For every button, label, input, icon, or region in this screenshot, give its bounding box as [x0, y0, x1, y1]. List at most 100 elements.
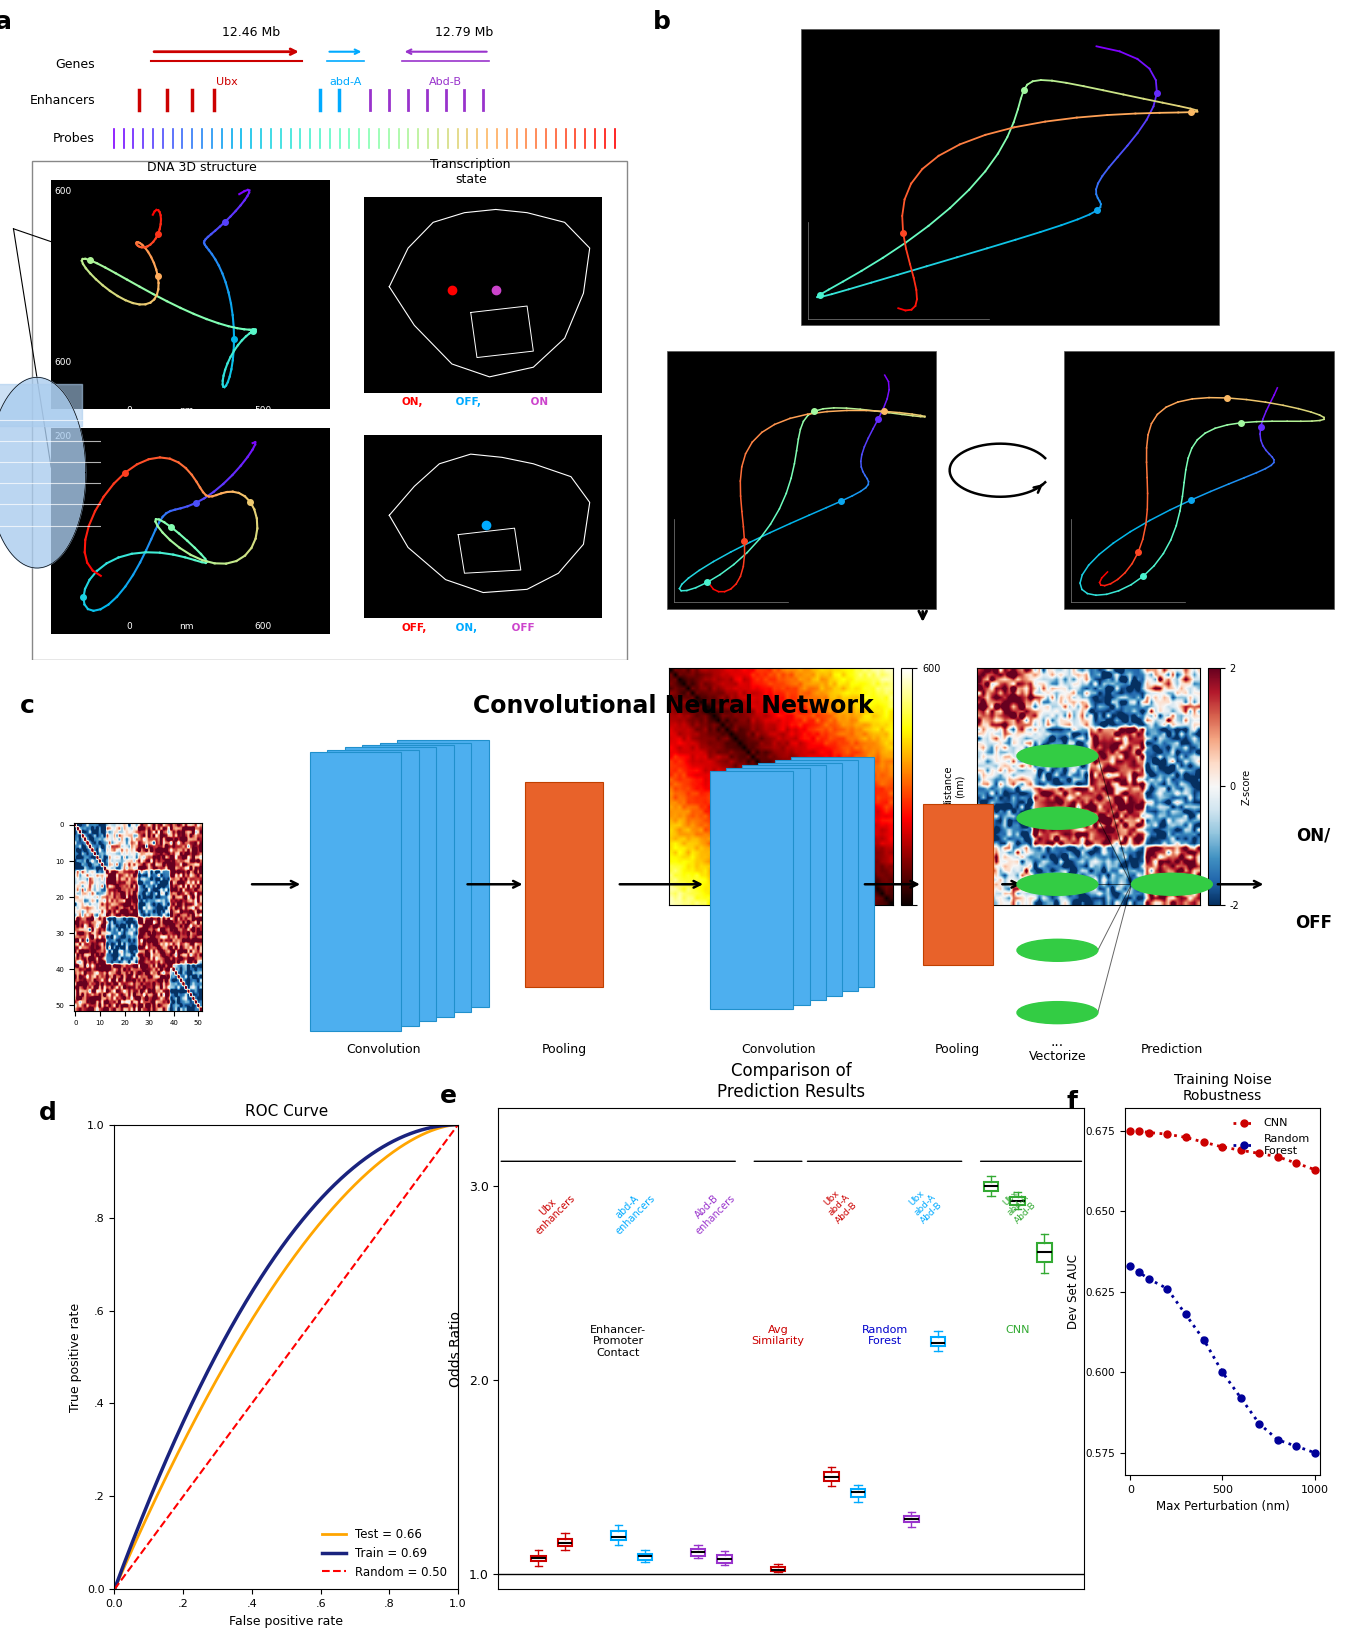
PathPatch shape	[983, 1182, 998, 1192]
Text: 600: 600	[54, 187, 71, 196]
PathPatch shape	[824, 1472, 839, 1480]
Bar	[397, 740, 489, 1007]
Train = 0.69	[311, 1192, 327, 1211]
Circle shape	[1017, 745, 1098, 768]
Test = 0.66	[272, 1267, 288, 1286]
Legend: CNN, Random
Forest: CNN, Random Forest	[1228, 1113, 1315, 1161]
Test = 0.66	[450, 1115, 466, 1134]
Train = 0.69	[388, 1130, 404, 1149]
Polygon shape	[389, 455, 590, 593]
CNN	[1307, 1161, 1323, 1180]
Text: 600: 600	[255, 623, 272, 631]
Polygon shape	[0, 378, 86, 567]
CNN	[1214, 1138, 1230, 1157]
Test = 0.66	[292, 1239, 308, 1258]
Text: d: d	[39, 1102, 57, 1125]
Y-axis label: Odds Ratio: Odds Ratio	[450, 1311, 463, 1387]
CNN	[1233, 1141, 1249, 1161]
Circle shape	[1131, 874, 1212, 895]
Text: Avg
Similarity: Avg Similarity	[752, 1325, 804, 1346]
PathPatch shape	[531, 1557, 546, 1562]
Text: Probes: Probes	[53, 132, 94, 145]
Title: Training Noise
Robustness: Training Noise Robustness	[1173, 1073, 1272, 1104]
CNN	[1177, 1128, 1193, 1148]
Text: 200: 200	[54, 432, 71, 440]
CNN	[1270, 1148, 1286, 1167]
Text: Vectorize: Vectorize	[1029, 1050, 1086, 1063]
Text: ...: ...	[1051, 1035, 1064, 1050]
Random
Forest	[1131, 1263, 1148, 1283]
Text: CNN: CNN	[1005, 1325, 1030, 1335]
PathPatch shape	[904, 1516, 919, 1522]
Test = 0.66	[388, 1139, 404, 1159]
CNN	[1288, 1154, 1304, 1174]
CNN	[1131, 1121, 1148, 1141]
Bar	[775, 760, 858, 991]
Train = 0.69	[106, 1579, 123, 1599]
Text: abd-A
enhancers: abd-A enhancers	[606, 1185, 657, 1237]
Text: Ubx
abd-A
Abd-B: Ubx abd-A Abd-B	[819, 1185, 859, 1226]
Text: 0: 0	[127, 623, 132, 631]
Random
Forest	[1196, 1330, 1212, 1350]
Y-axis label: Z-score: Z-score	[1242, 768, 1251, 805]
Text: a: a	[0, 10, 12, 34]
CNN	[1158, 1125, 1175, 1144]
Bar	[710, 771, 793, 1009]
Text: Genes: Genes	[55, 59, 94, 72]
Random
Forest	[1233, 1389, 1249, 1408]
Train = 0.69	[442, 1115, 458, 1134]
Text: DNA 3D structure: DNA 3D structure	[147, 161, 256, 174]
Bar	[327, 750, 419, 1027]
Random = 0.50	[292, 1328, 308, 1348]
Y-axis label: Dev Set AUC: Dev Set AUC	[1067, 1253, 1080, 1330]
Bar	[742, 766, 826, 1001]
Random
Forest	[1141, 1270, 1157, 1289]
Random
Forest	[1251, 1413, 1268, 1433]
PathPatch shape	[691, 1548, 706, 1557]
PathPatch shape	[1037, 1244, 1052, 1262]
Bar	[726, 768, 810, 1004]
Text: c: c	[20, 694, 35, 717]
X-axis label: Max Perturbation (nm): Max Perturbation (nm)	[1156, 1501, 1289, 1513]
Text: b: b	[653, 10, 671, 34]
Text: ON: ON	[527, 398, 548, 408]
Random
Forest	[1288, 1436, 1304, 1456]
CNN	[1251, 1144, 1268, 1164]
Title: ROC Curve: ROC Curve	[245, 1105, 327, 1120]
Bar	[310, 753, 401, 1032]
Text: Ubx
enhancers: Ubx enhancers	[525, 1185, 578, 1237]
Text: Prediction: Prediction	[1141, 1043, 1203, 1056]
Line: Random
Forest: Random Forest	[1127, 1263, 1317, 1456]
Random
Forest	[1177, 1304, 1193, 1324]
Text: Random
Forest: Random Forest	[862, 1325, 908, 1346]
Text: ON,: ON,	[401, 398, 423, 408]
Text: OFF: OFF	[508, 623, 535, 632]
Text: 600: 600	[54, 359, 71, 367]
Random = 0.50	[269, 1359, 286, 1379]
Circle shape	[1017, 939, 1098, 962]
Bar	[362, 745, 454, 1017]
PathPatch shape	[637, 1555, 652, 1560]
Text: Pooling: Pooling	[935, 1043, 981, 1056]
Test = 0.66	[269, 1270, 286, 1289]
Random = 0.50	[272, 1356, 288, 1376]
Bar	[380, 743, 471, 1012]
Line: CNN: CNN	[1127, 1128, 1317, 1174]
Line: Test = 0.66: Test = 0.66	[114, 1125, 458, 1589]
PathPatch shape	[850, 1490, 865, 1496]
Train = 0.69	[272, 1240, 288, 1260]
Text: ON/: ON/	[1296, 826, 1331, 844]
Train = 0.69	[450, 1115, 466, 1134]
Text: Ubx
abd-A
Abd-B: Ubx abd-A Abd-B	[998, 1185, 1037, 1226]
Bar	[758, 763, 842, 996]
Bar	[345, 748, 436, 1022]
PathPatch shape	[931, 1337, 946, 1346]
Random = 0.50	[442, 1126, 458, 1146]
Random = 0.50	[106, 1579, 123, 1599]
Bar	[801, 29, 1219, 326]
Bar	[51, 181, 330, 409]
Text: OFF,: OFF,	[401, 623, 427, 632]
Test = 0.66	[311, 1214, 327, 1234]
Test = 0.66	[106, 1579, 123, 1599]
Random
Forest	[1307, 1443, 1323, 1462]
